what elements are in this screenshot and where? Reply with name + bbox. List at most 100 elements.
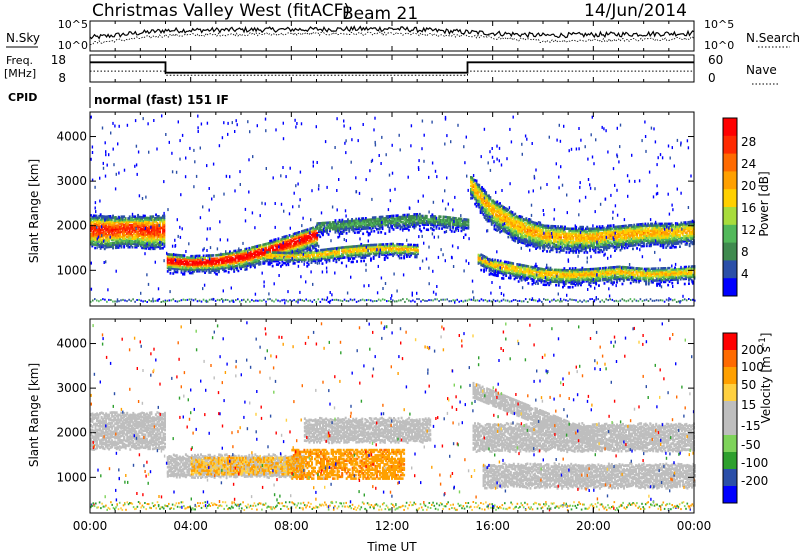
power-cell: [323, 230, 326, 233]
power-cell: [116, 220, 119, 224]
power-cell: [182, 257, 184, 261]
power-cell: [218, 258, 220, 262]
power-cell: [431, 215, 434, 218]
power-cell: [265, 256, 267, 259]
power-cell: [132, 237, 135, 240]
power-cell: [223, 268, 226, 271]
power-cell: [256, 258, 259, 261]
power-cell: [236, 266, 238, 269]
power-cell: [216, 269, 219, 272]
power-cell: [336, 246, 339, 250]
power-cell: [182, 255, 184, 259]
power-cell: [255, 253, 258, 257]
power-cell: [201, 268, 204, 271]
power-cell: [130, 234, 132, 237]
power-cell: [159, 218, 162, 221]
power-cell: [318, 250, 321, 254]
power-cell: [159, 226, 162, 230]
power-cell: [388, 251, 390, 254]
power-cell: [295, 237, 298, 240]
power-cell: [378, 226, 381, 229]
power-cell: [120, 220, 123, 224]
power-cell: [327, 223, 330, 226]
power-cell: [397, 246, 400, 249]
power-cell: [142, 216, 145, 219]
power-cell: [420, 221, 423, 225]
power-cell: [420, 214, 423, 218]
power-cell: [141, 227, 144, 231]
power-cell: [370, 259, 372, 262]
power-cell: [106, 218, 109, 222]
power-cell: [153, 232, 156, 235]
power-cell: [288, 242, 291, 246]
power-cell: [213, 267, 216, 271]
power-cell: [91, 238, 94, 241]
power-cell: [430, 226, 432, 230]
power-cell: [132, 240, 135, 244]
power-cell: [259, 262, 262, 266]
power-cell: [347, 226, 349, 230]
power-cell: [277, 256, 280, 260]
power-cell: [92, 221, 95, 224]
power-cell: [211, 259, 213, 262]
power-cell: [176, 255, 179, 259]
power-cell: [157, 228, 160, 232]
power-cell: [335, 250, 338, 253]
power-cell: [352, 226, 355, 229]
power-cell: [362, 225, 365, 229]
power-cell: [284, 256, 287, 260]
power-cell: [95, 218, 98, 221]
power-cell: [380, 225, 383, 229]
power-cell: [126, 244, 128, 247]
power-cell: [391, 214, 394, 218]
power-cell: [423, 223, 425, 226]
power-cell: [99, 235, 102, 238]
power-cell: [222, 266, 224, 270]
power-cell: [114, 246, 117, 250]
power-cell: [153, 247, 156, 251]
power-cell: [407, 245, 410, 248]
power-cell: [295, 256, 298, 260]
power-cell: [273, 254, 275, 258]
power-cell: [105, 232, 108, 235]
power-cell: [156, 223, 159, 227]
power-cell: [332, 252, 335, 255]
power-cell: [110, 235, 113, 238]
power-cell: [397, 254, 400, 258]
power-cell: [148, 237, 150, 240]
power-cell: [119, 227, 121, 230]
power-cell: [405, 227, 407, 230]
power-cell: [385, 215, 388, 218]
power-cell: [414, 247, 417, 250]
power-cell: [144, 219, 146, 223]
power-cell: [347, 223, 349, 226]
power-cell: [386, 246, 389, 249]
power-cell: [337, 227, 340, 231]
power-cell: [224, 256, 227, 259]
power-cell: [90, 239, 92, 243]
power-cell: [352, 223, 355, 226]
power-cell: [262, 243, 265, 247]
power-cell: [336, 257, 339, 260]
power-cell: [286, 258, 289, 262]
power-cell: [152, 215, 155, 218]
power-cell: [327, 221, 330, 224]
power-cell: [193, 256, 195, 260]
power-cell: [442, 217, 445, 220]
power-cell: [378, 219, 381, 222]
power-cell: [382, 220, 385, 224]
power-cell: [331, 227, 334, 231]
power-cell: [191, 256, 194, 260]
power-cell: [213, 269, 216, 272]
power-cell: [177, 259, 180, 262]
power-cell: [265, 244, 267, 248]
power-cell: [284, 253, 287, 256]
power-cell: [144, 243, 146, 247]
power-cell: [368, 254, 371, 257]
power-cell: [359, 222, 362, 226]
power-cell: [170, 253, 173, 256]
power-cell: [176, 269, 179, 272]
power-cell: [121, 235, 124, 239]
power-cell: [208, 254, 211, 257]
power-cell: [144, 224, 146, 228]
